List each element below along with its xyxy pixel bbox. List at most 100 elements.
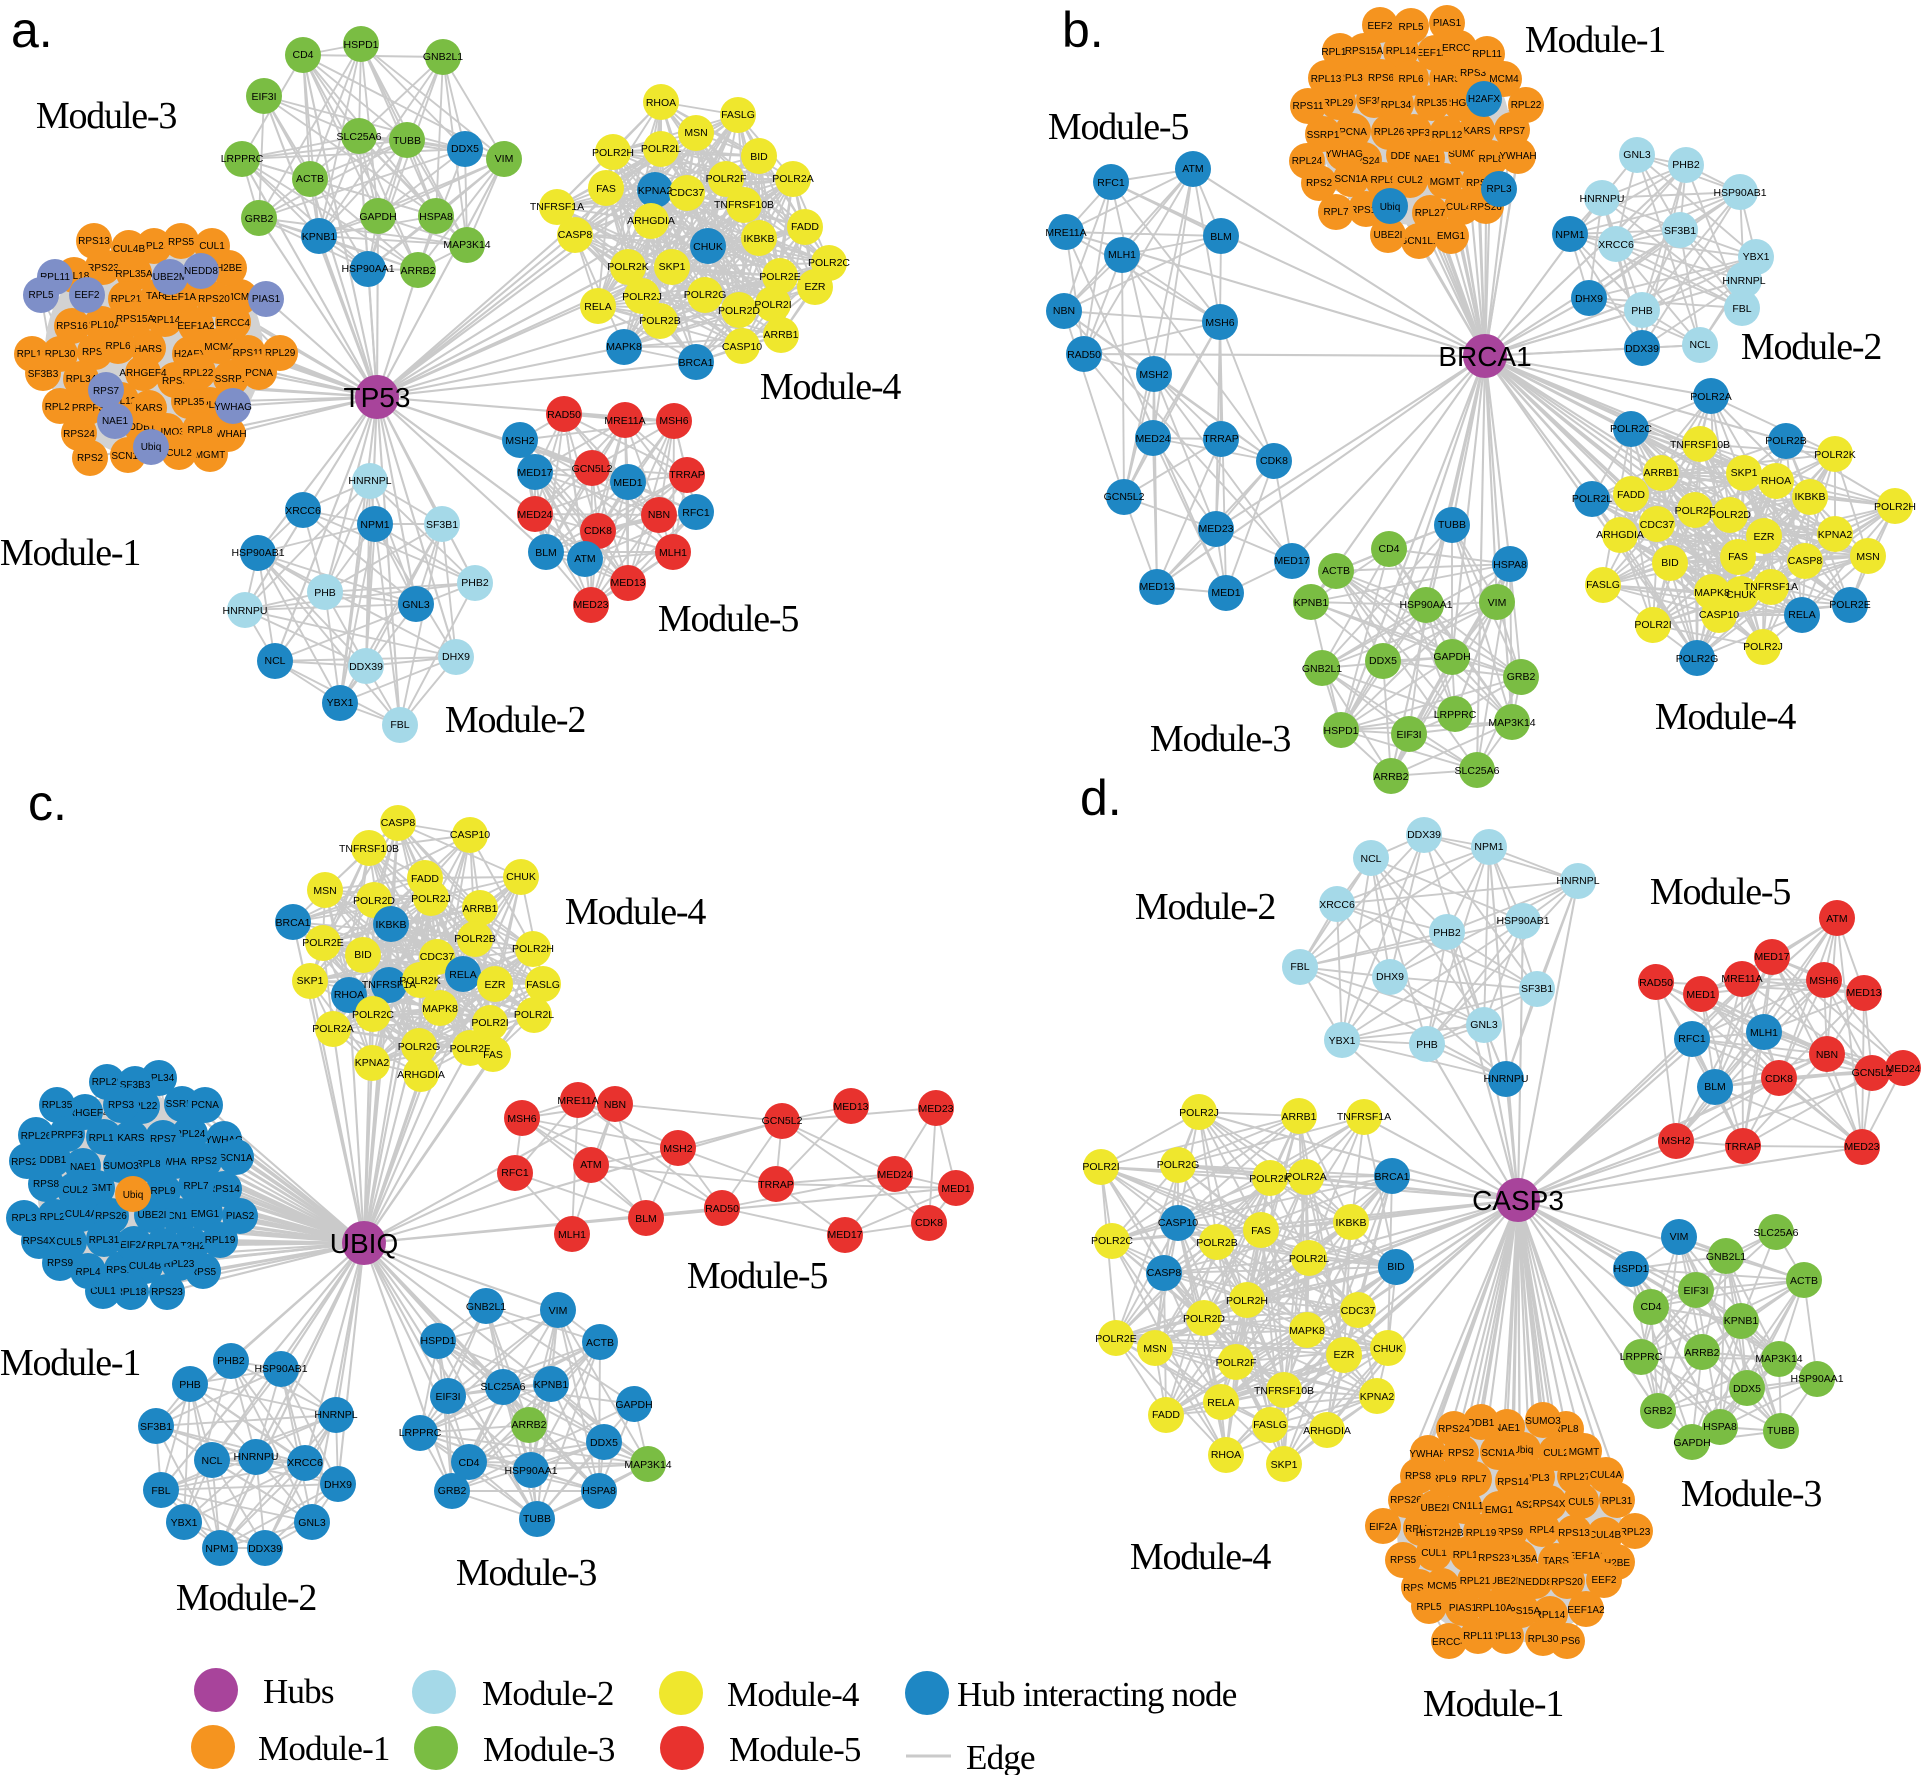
svg-text:POLR2D: POLR2D xyxy=(718,305,760,317)
svg-text:HARS: HARS xyxy=(1433,74,1461,85)
svg-text:ARHGEF4: ARHGEF4 xyxy=(61,1108,109,1119)
svg-text:RPL35A: RPL35A xyxy=(1500,1554,1538,1565)
svg-text:SUMO3: SUMO3 xyxy=(1525,1416,1561,1427)
svg-text:RPL8: RPL8 xyxy=(1478,154,1503,165)
svg-text:RPS16: RPS16 xyxy=(1403,1583,1435,1594)
svg-text:PRPF3: PRPF3 xyxy=(51,1130,84,1141)
svg-text:POLR2A: POLR2A xyxy=(1285,1171,1326,1183)
svg-text:FBL: FBL xyxy=(390,719,409,731)
svg-text:RPS23: RPS23 xyxy=(151,1287,183,1298)
svg-text:TRRAP: TRRAP xyxy=(758,1179,794,1191)
svg-text:RPS26: RPS26 xyxy=(1470,202,1502,213)
svg-text:RPL7A: RPL7A xyxy=(147,1241,179,1252)
svg-text:RPS13: RPS13 xyxy=(78,236,110,247)
svg-text:RPL30: RPL30 xyxy=(1528,1634,1559,1645)
svg-text:RPS6: RPS6 xyxy=(82,347,109,358)
svg-text:DDX5: DDX5 xyxy=(1369,655,1397,667)
svg-text:POLR2H: POLR2H xyxy=(512,943,554,955)
svg-text:H2AFX: H2AFX xyxy=(1468,94,1501,105)
svg-text:LRPPRC: LRPPRC xyxy=(1620,1351,1663,1363)
svg-text:RPL11: RPL11 xyxy=(1472,49,1502,60)
svg-text:FADD: FADD xyxy=(411,873,439,885)
svg-text:CASP3: CASP3 xyxy=(1472,1185,1564,1216)
svg-text:H2BE: H2BE xyxy=(1604,1558,1630,1569)
svg-text:ARHGDIA: ARHGDIA xyxy=(1596,529,1644,541)
svg-text:FBL: FBL xyxy=(1290,961,1309,973)
svg-text:VIM: VIM xyxy=(1670,1231,1689,1243)
svg-text:CUL4B: CUL4B xyxy=(129,1261,162,1272)
svg-text:POLR2E: POLR2E xyxy=(1095,1333,1136,1345)
svg-text:MED17: MED17 xyxy=(1274,555,1309,567)
svg-text:SLC25A6: SLC25A6 xyxy=(481,1381,526,1393)
svg-text:NAE1: NAE1 xyxy=(70,1162,97,1173)
svg-text:RPS14: RPS14 xyxy=(1497,1477,1529,1488)
svg-text:DDB1: DDB1 xyxy=(129,422,156,433)
svg-text:MGMT: MGMT xyxy=(1569,1447,1600,1458)
svg-text:RPS16: RPS16 xyxy=(56,321,88,332)
svg-text:MCM4: MCM4 xyxy=(204,342,234,353)
svg-text:ARRB2: ARRB2 xyxy=(400,265,435,277)
svg-text:POLR2E: POLR2E xyxy=(759,271,800,283)
svg-text:POLR2C: POLR2C xyxy=(1091,1235,1133,1247)
svg-text:CUL2: CUL2 xyxy=(62,1185,88,1196)
svg-text:RELA: RELA xyxy=(584,301,611,313)
svg-text:MED17: MED17 xyxy=(827,1229,862,1241)
svg-text:PHB2: PHB2 xyxy=(1672,159,1700,171)
svg-text:Ubiq: Ubiq xyxy=(1380,202,1401,213)
svg-text:EIF2A: EIF2A xyxy=(120,1240,148,1251)
svg-text:MAP3K14: MAP3K14 xyxy=(1488,717,1535,729)
svg-text:ARRB1: ARRB1 xyxy=(1281,1111,1316,1123)
svg-text:TP53: TP53 xyxy=(344,382,411,413)
svg-text:RPS6: RPS6 xyxy=(1368,73,1395,84)
svg-text:CDK8: CDK8 xyxy=(1260,455,1288,467)
svg-text:ARHGEF4: ARHGEF4 xyxy=(1437,98,1485,109)
svg-text:FAS: FAS xyxy=(1728,551,1748,563)
svg-text:RPL4: RPL4 xyxy=(75,1267,100,1278)
svg-text:KPNA2: KPNA2 xyxy=(355,1057,390,1069)
svg-text:RPL14: RPL14 xyxy=(1535,1610,1566,1621)
svg-text:ARRB2: ARRB2 xyxy=(1684,1347,1719,1359)
svg-text:KPNA2: KPNA2 xyxy=(1818,529,1853,541)
svg-text:RFC1: RFC1 xyxy=(1678,1033,1706,1045)
svg-text:DDX5: DDX5 xyxy=(1733,1383,1761,1395)
svg-text:MED1: MED1 xyxy=(1686,989,1715,1001)
svg-text:ERCC4: ERCC4 xyxy=(1432,1637,1466,1648)
svg-text:ACTB: ACTB xyxy=(1790,1275,1818,1287)
svg-text:POLR2B: POLR2B xyxy=(454,933,495,945)
svg-text:FASLG: FASLG xyxy=(1586,579,1620,591)
svg-text:MSH6: MSH6 xyxy=(1809,975,1838,987)
svg-text:RPL6: RPL6 xyxy=(105,341,130,352)
svg-text:RHOA: RHOA xyxy=(334,989,364,1001)
svg-text:RPS14: RPS14 xyxy=(1350,205,1382,216)
svg-text:RPL35A: RPL35A xyxy=(115,269,153,280)
svg-text:Hubs: Hubs xyxy=(263,1672,334,1711)
svg-text:Module-4: Module-4 xyxy=(727,1675,859,1714)
svg-text:RPS7: RPS7 xyxy=(1499,126,1526,137)
svg-text:CASP8: CASP8 xyxy=(1147,1267,1182,1279)
svg-text:CUL5: CUL5 xyxy=(1568,1497,1594,1508)
svg-text:DHX9: DHX9 xyxy=(1376,971,1404,983)
svg-text:RPL26: RPL26 xyxy=(1374,127,1405,138)
svg-text:RPL24: RPL24 xyxy=(195,400,226,411)
svg-text:RPS23: RPS23 xyxy=(1478,1553,1510,1564)
svg-text:Module-5: Module-5 xyxy=(687,1255,827,1297)
svg-text:RPL8: RPL8 xyxy=(187,425,212,436)
svg-text:KPNB1: KPNB1 xyxy=(302,231,337,243)
svg-text:GNB2L1: GNB2L1 xyxy=(423,51,463,63)
svg-text:HIST2H2BE: HIST2H2BE xyxy=(1416,1528,1471,1539)
svg-text:EZR: EZR xyxy=(1334,1349,1355,1361)
svg-text:MAPK8: MAPK8 xyxy=(1289,1325,1325,1337)
svg-text:FBL: FBL xyxy=(1732,303,1751,315)
svg-text:SLC25A6: SLC25A6 xyxy=(1455,765,1500,777)
svg-text:POLR2E: POLR2E xyxy=(302,937,343,949)
svg-text:POLR2G: POLR2G xyxy=(684,289,727,301)
svg-text:IKBKB: IKBKB xyxy=(744,233,775,245)
svg-text:UBE2M: UBE2M xyxy=(153,272,187,283)
svg-text:ARRB1: ARRB1 xyxy=(462,903,497,915)
svg-text:RPL7A: RPL7A xyxy=(1405,1524,1437,1535)
svg-text:SCN1A: SCN1A xyxy=(1334,174,1368,185)
svg-text:POLR2A: POLR2A xyxy=(312,1023,353,1035)
svg-text:RPS15A: RPS15A xyxy=(116,314,155,325)
svg-text:RHOA: RHOA xyxy=(646,97,676,109)
svg-text:POLR2A: POLR2A xyxy=(1690,391,1731,403)
